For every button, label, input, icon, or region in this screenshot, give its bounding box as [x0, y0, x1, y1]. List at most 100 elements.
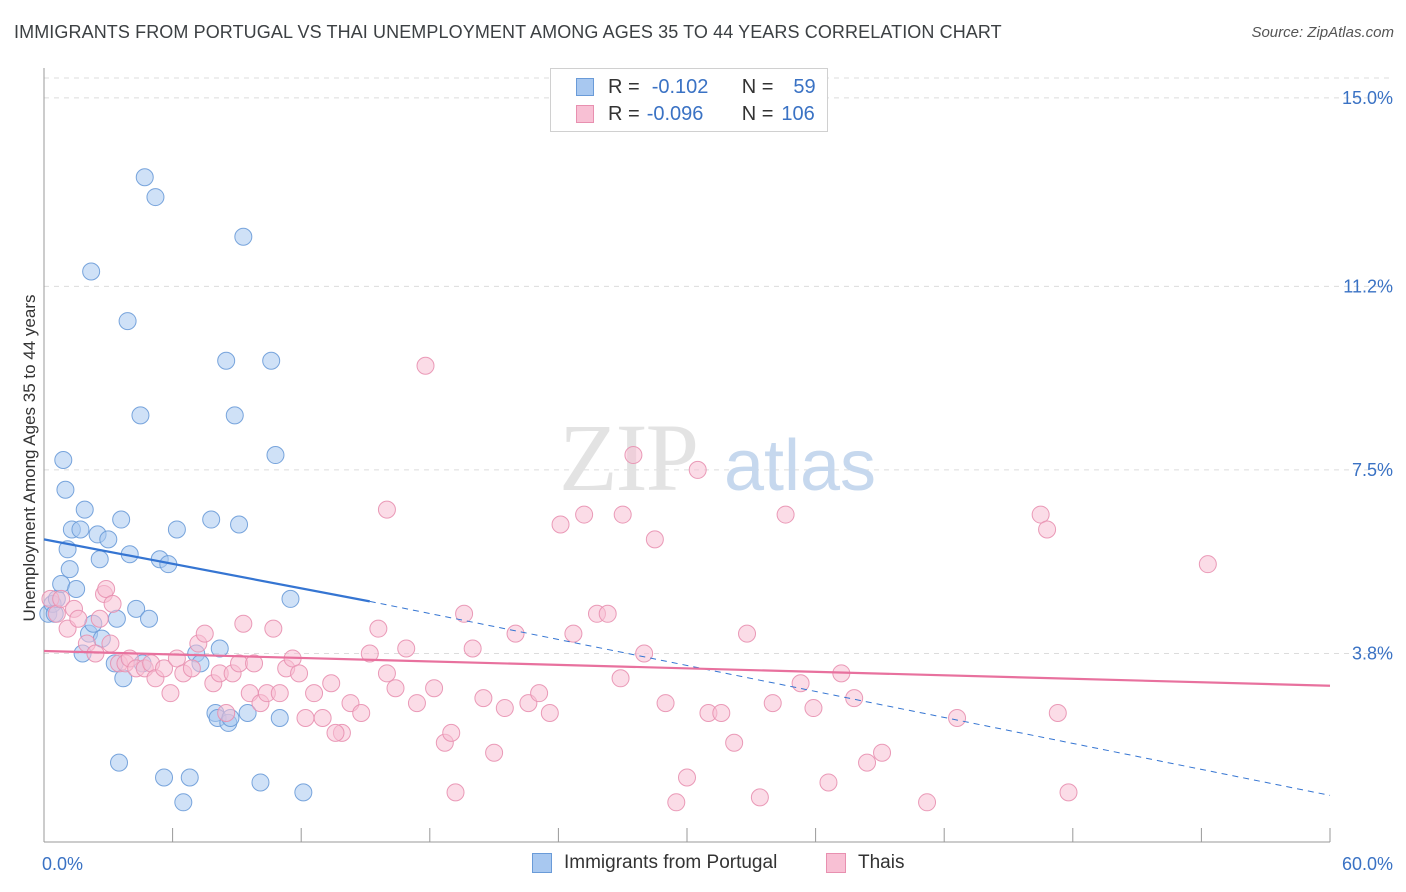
legend-item-thais[interactable]: Thais [826, 852, 904, 874]
point-portugal [118, 312, 137, 331]
point-thais [656, 694, 675, 713]
point-thais [47, 604, 66, 623]
point-portugal [75, 500, 94, 519]
point-thais [90, 609, 109, 628]
point-thais [407, 694, 426, 713]
point-portugal [210, 639, 229, 658]
tick-labels: 3.8% 7.5% 11.2% 15.0% 0.0% 60.0% [42, 88, 1393, 874]
point-portugal [167, 520, 186, 539]
point-thais [551, 515, 570, 534]
point-thais [446, 783, 465, 802]
stats-row-thais: R = -0.096 N = 106 [551, 101, 815, 127]
point-portugal [266, 446, 285, 465]
n-value: 59 [793, 75, 816, 98]
r-value: -0.102 [651, 75, 709, 98]
point-thais [873, 743, 892, 762]
point-portugal [238, 704, 257, 723]
point-thais [845, 689, 864, 708]
point-portugal [54, 451, 73, 469]
point-portugal [234, 227, 253, 246]
trendlines [43, 538, 1331, 796]
point-thais [52, 589, 71, 608]
point-thais [1031, 505, 1050, 524]
r-value: -0.096 [646, 102, 704, 125]
point-portugal [230, 515, 249, 534]
point-portugal [140, 609, 159, 628]
point-thais [217, 704, 236, 723]
point-thais [678, 768, 696, 787]
legend-label-portugal: Immigrants from Portugal [564, 852, 778, 873]
point-portugal [135, 168, 154, 187]
point-thais [161, 684, 180, 703]
trendline [43, 538, 370, 603]
point-portugal [155, 768, 174, 787]
point-portugal [56, 480, 75, 499]
point-thais [377, 500, 396, 519]
point-portugal [112, 510, 131, 529]
watermark-atlas: atlas [724, 426, 876, 506]
point-portugal [110, 753, 129, 772]
point-thais [495, 699, 514, 718]
point-thais [858, 753, 877, 772]
point-thais [763, 694, 782, 713]
watermark: ZIP atlas [559, 404, 876, 511]
gridlines [44, 77, 1392, 654]
point-thais [234, 614, 253, 633]
point-portugal [90, 550, 109, 569]
point-thais [455, 604, 474, 623]
point-portugal [67, 579, 86, 598]
y-tick-label: 15.0% [1342, 88, 1393, 108]
point-thais [688, 460, 707, 479]
x-tick-label: 60.0% [1342, 854, 1393, 874]
point-thais [667, 793, 686, 812]
point-thais [530, 684, 549, 703]
point-portugal [281, 589, 300, 608]
swatch-thais [576, 105, 594, 123]
source-label: Source: ZipAtlas.com [1251, 24, 1394, 41]
legend-swatch-thais [826, 853, 846, 873]
point-thais [270, 684, 289, 703]
point-thais [463, 639, 482, 658]
stats-legend: R = -0.102 N = 59 R = -0.096 N = 106 [550, 68, 828, 132]
point-thais [101, 634, 120, 653]
legend-label-thais: Thais [858, 852, 905, 873]
point-thais [948, 708, 967, 727]
r-label: R = [608, 102, 640, 125]
n-value: 106 [781, 102, 815, 125]
point-portugal [71, 520, 90, 539]
point-thais [819, 773, 838, 792]
point-portugal [294, 783, 313, 802]
legend-item-portugal[interactable]: Immigrants from Portugal [532, 852, 777, 874]
point-thais [725, 733, 744, 752]
point-thais [416, 356, 435, 375]
point-thais [103, 594, 122, 613]
point-thais [305, 684, 324, 703]
point-portugal [262, 351, 281, 370]
point-thais [645, 530, 664, 549]
point-portugal [202, 510, 221, 529]
y-tick-label: 7.5% [1352, 460, 1393, 480]
point-thais [313, 708, 332, 727]
point-portugal [60, 560, 79, 579]
point-thais [195, 624, 214, 643]
point-thais [613, 505, 632, 524]
point-thais [474, 689, 493, 708]
x-tick-label: 0.0% [42, 854, 83, 874]
point-thais [97, 579, 116, 598]
point-thais [506, 624, 525, 643]
point-portugal [146, 188, 165, 207]
point-thais [575, 505, 594, 524]
point-thais [369, 619, 388, 638]
point-thais [712, 704, 731, 723]
point-thais [425, 679, 444, 698]
data-points [39, 168, 1217, 812]
point-thais [791, 674, 810, 693]
point-portugal [270, 708, 289, 727]
y-tick-label: 3.8% [1352, 643, 1393, 663]
point-thais [1048, 704, 1067, 723]
point-thais [776, 505, 795, 524]
point-thais [290, 664, 309, 683]
y-tick-label: 11.2% [1343, 276, 1393, 296]
swatch-portugal [576, 78, 594, 96]
